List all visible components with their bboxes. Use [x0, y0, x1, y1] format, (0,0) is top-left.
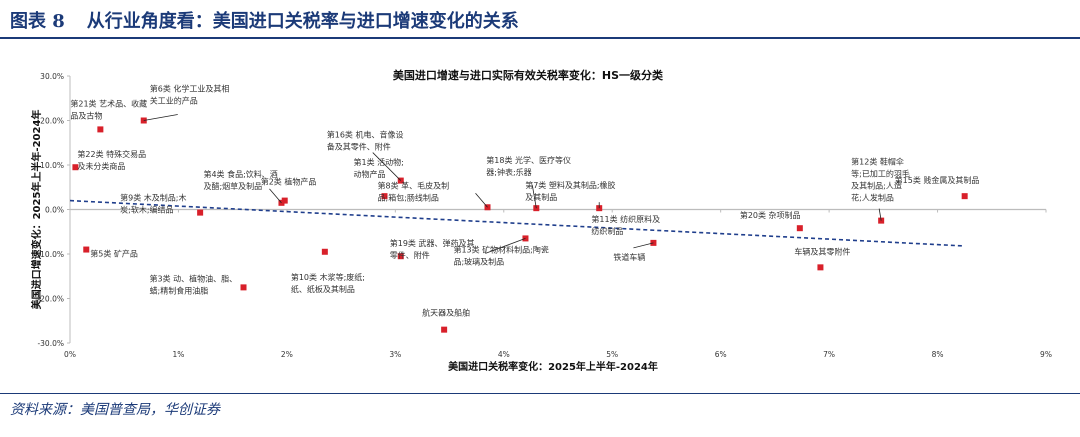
point-label: 第2类 植物产品: [261, 177, 317, 187]
point-label: 第3类 动、植物油、脂、: [150, 273, 238, 283]
point-label: 零件、附件: [390, 250, 430, 260]
point-label: 第6类 化学工业及其相: [150, 84, 230, 94]
x-tick-label: 0%: [64, 350, 76, 359]
x-axis-title: 美国进口关税率变化：2025年上半年-2024年: [448, 360, 658, 373]
point-label: 第22类 特殊交易品: [77, 149, 146, 159]
point-label: 第12类 鞋帽伞: [851, 157, 904, 167]
point-label: 蜡;精制食用油脂: [150, 285, 209, 295]
data-point: [381, 193, 388, 200]
point-label: 第19类 武器、弹药及其: [390, 238, 475, 248]
point-label: 第4类 食品;饮料、酒: [203, 169, 277, 179]
point-label: 纸、纸板及其制品: [291, 284, 355, 294]
point-label: 航天器及船舶: [422, 308, 470, 318]
point-label: 及其制品;人造: [851, 181, 902, 191]
point-label: 铁道车辆: [613, 252, 645, 262]
point-label: 纺织制品: [591, 226, 623, 236]
data-point: [197, 209, 204, 216]
label-leader-line: [269, 188, 282, 204]
figure-title-row: 图表 8 从行业角度看：美国进口关税率与进口增速变化的关系: [10, 7, 519, 33]
label-leader-line: [475, 193, 488, 208]
point-label: 第9类 木及制品;木: [120, 193, 186, 203]
data-point: [796, 225, 803, 232]
trend-line: [69, 199, 965, 247]
point-label: 第16类 机电、音像设: [327, 130, 404, 140]
y-axis-title: 美国进口增速变化：2025年上半年-2024年: [30, 110, 43, 310]
point-label: 品;玻璃及制品: [453, 256, 504, 266]
label-leader-line: [531, 185, 537, 209]
x-tick-label: 1%: [172, 350, 184, 359]
data-point: [240, 284, 247, 291]
data-point: [72, 164, 79, 171]
point-label: 第13类 矿物材料制品;陶瓷: [453, 244, 548, 254]
y-tick-label: -30.0%: [37, 339, 64, 348]
point-label: 等;已加工的羽毛: [851, 169, 910, 179]
x-tick-label: 2%: [281, 350, 293, 359]
x-tick-label: 7%: [823, 350, 835, 359]
data-point: [961, 193, 968, 200]
label-leader-line: [143, 114, 178, 121]
y-tick-label: 20.0%: [40, 117, 64, 126]
point-label: 第18类 光学、医疗等仪: [486, 155, 571, 165]
point-label: 及未分类商品: [77, 161, 125, 171]
point-label: 第5类 矿产品: [90, 249, 138, 259]
point-label: 第7类 塑料及其制品;橡胶: [525, 180, 615, 190]
label-leader-line: [878, 208, 882, 221]
y-tick-label: 0.0%: [45, 206, 64, 215]
point-label: 第1类 活动物;: [353, 157, 403, 167]
source-rule: [0, 393, 1080, 394]
data-point: [321, 248, 328, 255]
figure-title: 从行业角度看：美国进口关税率与进口增速变化的关系: [86, 11, 519, 32]
x-tick-label: 9%: [1040, 350, 1052, 359]
data-point: [397, 253, 404, 260]
y-tick-label: 30.0%: [40, 72, 64, 81]
label-leader-line: [633, 242, 654, 249]
point-label: 第20类 杂项制品: [740, 210, 801, 220]
point-label: 车辆及其零附件: [794, 246, 850, 256]
point-label: 第21类 艺术品、收藏: [70, 98, 147, 108]
y-tick-label: -10.0%: [37, 250, 64, 259]
point-label: 第11类 纺织原料及: [591, 214, 660, 224]
x-tick-label: 5%: [606, 350, 618, 359]
point-label: 动物产品: [353, 169, 385, 179]
data-point: [817, 264, 824, 271]
y-tick-label: 10.0%: [40, 161, 64, 170]
point-label: 及其制品: [525, 192, 557, 202]
point-label: 品;箱包;肠线制品: [378, 192, 439, 202]
x-tick-label: 8%: [932, 350, 944, 359]
point-label: 关工业的产品: [150, 96, 198, 106]
label-leader-line: [485, 238, 526, 254]
point-label: 器;钟表;乐器: [486, 167, 531, 177]
point-label: 品及古物: [70, 110, 102, 120]
point-label: 花;人发制品: [851, 193, 894, 203]
point-label: 第8类 革、毛皮及制: [378, 180, 450, 190]
y-tick-label: -20.0%: [37, 295, 64, 304]
figure-number: 图表 8: [10, 11, 65, 32]
label-leader-line: [372, 152, 402, 181]
data-point: [281, 197, 288, 204]
point-label: 及醋;烟草及制品: [203, 181, 262, 191]
source-note: 资料来源：美国普查局，华创证券: [10, 402, 220, 418]
chart-title: 美国进口增速与进口实际有效关税率变化：HS一级分类: [393, 68, 664, 82]
point-label: 备及其零件、附件: [327, 142, 391, 152]
x-tick-label: 4%: [498, 350, 510, 359]
point-label: 第10类 木浆等;废纸;: [291, 272, 365, 282]
data-point: [83, 246, 90, 253]
title-rule: [0, 37, 1080, 39]
data-point: [97, 126, 104, 133]
data-point: [441, 326, 448, 333]
x-tick-label: 6%: [715, 350, 727, 359]
x-tick-label: 3%: [389, 350, 401, 359]
point-label: 第15类 贱金属及其制品: [895, 175, 980, 185]
point-label: 炭;软木;编结品: [120, 205, 173, 215]
